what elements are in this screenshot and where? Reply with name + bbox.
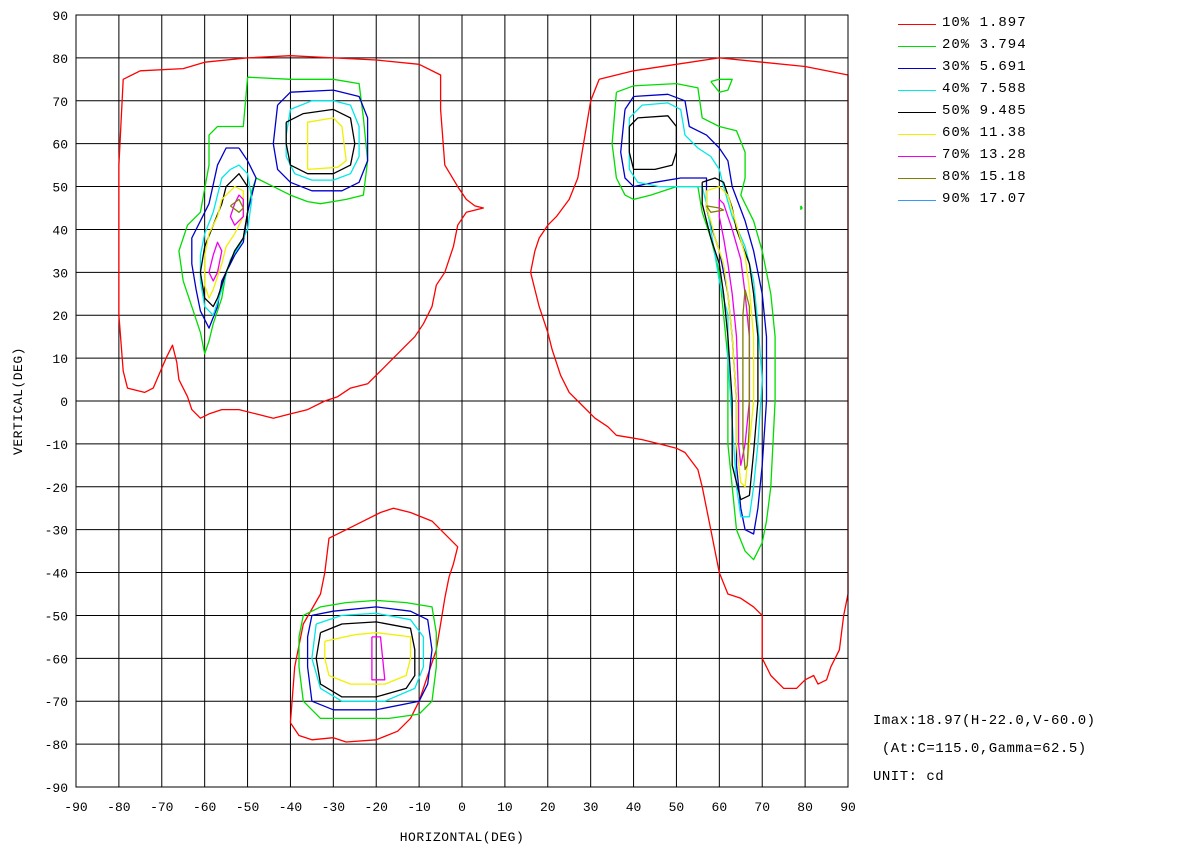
legend-label: 20% 3.794: [942, 37, 1027, 53]
x-tick-label: -50: [236, 800, 259, 815]
legend-swatch: [898, 178, 936, 179]
contour-line-40pct: [285, 100, 360, 181]
y-tick-label: 90: [52, 9, 68, 24]
contour-line-50pct: [285, 108, 356, 175]
x-tick-label: 60: [712, 800, 728, 815]
x-tick-label: 50: [669, 800, 685, 815]
legend-swatch: [898, 24, 936, 25]
y-tick-label: 20: [52, 309, 68, 324]
contour-line-70pct: [718, 198, 751, 466]
x-tick-label: 30: [583, 800, 599, 815]
legend-label: 50% 9.485: [942, 103, 1027, 119]
y-tick-label: 50: [52, 181, 68, 196]
y-axis-ticks: 90 80 70 60 50 40 30 20 10 0 -10 -20 -30 -40 -50 -60 -70…: [45, 9, 68, 796]
y-axis-title: VERTICAL(DEG): [11, 347, 26, 455]
contour-line-60pct: [705, 185, 755, 488]
contour-line-70pct: [229, 194, 244, 226]
contour-lines: [118, 55, 849, 743]
legend-swatch: [898, 112, 936, 113]
contour-line-30pct: [620, 93, 768, 535]
legend-label: 70% 13.28: [942, 147, 1027, 163]
x-tick-label: -30: [322, 800, 345, 815]
y-tick-label: 0: [60, 395, 68, 410]
contour-line-20pct: [800, 205, 803, 210]
y-tick-label: 80: [52, 52, 68, 67]
contour-line-40pct: [628, 102, 763, 518]
legend-swatch: [898, 134, 936, 135]
contour-line-80pct: [742, 289, 751, 471]
legend-swatch: [898, 68, 936, 69]
contour-line-50pct: [315, 621, 416, 698]
x-tick-label: -20: [365, 800, 388, 815]
contour-line-20pct: [178, 76, 369, 355]
contour-line-60pct: [204, 185, 244, 299]
plot-frame: [75, 14, 849, 788]
x-tick-label: 90: [840, 800, 856, 815]
legend-label: 40% 7.588: [942, 81, 1027, 97]
x-tick-label: -10: [407, 800, 430, 815]
x-tick-label: -60: [193, 800, 216, 815]
legend-swatch: [898, 90, 936, 91]
contour-line-40pct: [311, 612, 425, 702]
y-tick-label: 70: [52, 95, 68, 110]
y-tick-label: -60: [45, 652, 68, 667]
y-tick-label: -90: [45, 781, 68, 796]
y-tick-label: 40: [52, 223, 68, 238]
legend-label: 60% 11.38: [942, 125, 1027, 141]
contour-line-10pct: [118, 55, 485, 419]
unit-label: UNIT: cd: [873, 769, 945, 785]
x-tick-label: -70: [150, 800, 173, 815]
x-tick-label: -40: [279, 800, 302, 815]
x-axis-title: HORIZONTAL(DEG): [400, 830, 525, 845]
contour-line-80pct: [230, 198, 244, 213]
legend-swatch: [898, 46, 936, 47]
legend-label: 90% 17.07: [942, 191, 1027, 207]
y-tick-label: 30: [52, 266, 68, 281]
contour-line-60pct: [324, 631, 412, 685]
imax-readout: Imax:18.97(H-22.0,V-60.0): [873, 713, 1096, 729]
contour-line-40pct: [199, 164, 253, 316]
legend-label: 10% 1.897: [942, 15, 1027, 31]
y-tick-label: -50: [45, 609, 68, 624]
measurement-conditions: (At:C=115.0,Gamma=62.5): [873, 741, 1087, 757]
contour-line-10pct: [289, 507, 459, 743]
contour-line-80pct: [705, 205, 725, 213]
contour-line-50pct: [628, 115, 678, 171]
y-tick-label: -70: [45, 695, 68, 710]
x-axis-ticks: -90 -80 -70 -60 -50 -40 -30 -20 -10 0 10 20 30 40 50 60…: [64, 800, 856, 815]
contour-line-10pct: [529, 57, 849, 690]
x-tick-label: -80: [107, 800, 130, 815]
y-tick-label: -20: [45, 481, 68, 496]
legend-swatch: [898, 200, 936, 201]
legend-label: 80% 15.18: [942, 169, 1027, 185]
y-tick-label: 10: [52, 352, 68, 367]
x-tick-label: 20: [540, 800, 556, 815]
y-tick-label: -40: [45, 567, 68, 582]
contour-line-20pct: [710, 78, 733, 93]
legend-swatch: [898, 156, 936, 157]
x-tick-label: -90: [64, 800, 87, 815]
contour-line-30pct: [272, 89, 369, 192]
contour-line-20pct: [298, 599, 437, 720]
contour-line-70pct: [371, 636, 386, 681]
contour-line-30pct: [191, 147, 257, 329]
legend-label: 30% 5.691: [942, 59, 1027, 75]
x-tick-label: 80: [797, 800, 813, 815]
y-tick-label: -10: [45, 438, 68, 453]
contour-line-70pct: [208, 241, 223, 282]
x-tick-label: 10: [497, 800, 513, 815]
contour-line-60pct: [306, 117, 347, 171]
x-tick-label: 70: [754, 800, 770, 815]
y-tick-label: -30: [45, 524, 68, 539]
x-tick-label: 40: [626, 800, 642, 815]
x-tick-label: 0: [458, 800, 466, 815]
y-tick-label: 60: [52, 138, 68, 153]
contour-line-30pct: [306, 606, 433, 711]
y-tick-label: -80: [45, 738, 68, 753]
